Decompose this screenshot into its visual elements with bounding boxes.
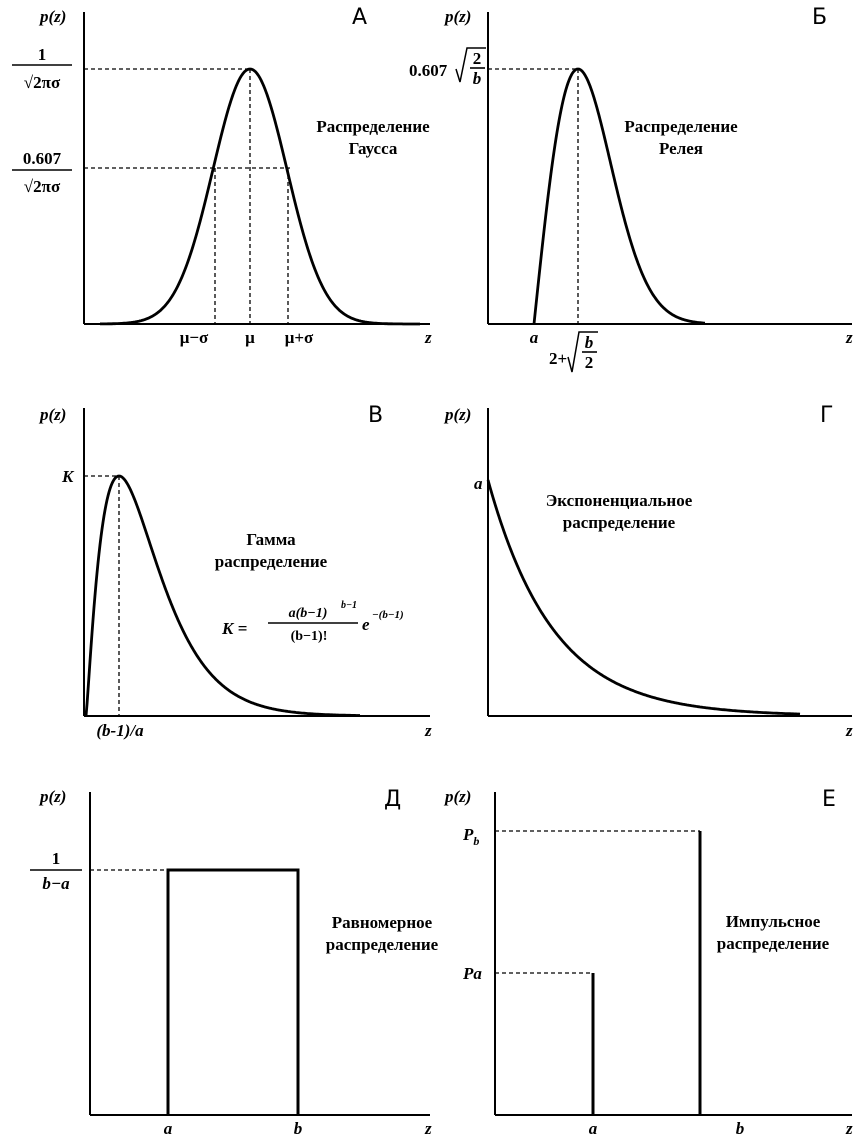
impulse-tick-b: b: [736, 1119, 745, 1136]
rayleigh-tick-frac-numerator: b: [585, 333, 594, 352]
uniform-tick-a: a: [164, 1119, 173, 1136]
gauss-axis-y-label: p(z): [38, 7, 66, 26]
impulse-axis-y-label: p(z): [443, 787, 471, 806]
uniform-axis-y-label: p(z): [38, 787, 66, 806]
gamma-formula-numerator-exponent: b−1: [341, 600, 357, 611]
exp-axis-y-label: p(z): [443, 405, 471, 424]
gamma-panel-letter: В: [368, 403, 383, 428]
panel-impulse: p(z) Е z Pb Pa Импульсное распределение …: [443, 787, 853, 1136]
rayleigh-axis-y-label: p(z): [443, 7, 471, 26]
uniform-level-denominator: b−a: [42, 874, 70, 893]
impulse-pa-label: Pa: [462, 964, 482, 983]
panel-uniform: p(z) Д z 1 b−a Равномерное распределение…: [30, 787, 439, 1136]
rayleigh-title-line-1: Распределение: [624, 117, 738, 136]
uniform-title-line-1: Равномерное: [332, 913, 433, 932]
gauss-tick-mu-minus-sigma: μ−σ: [180, 328, 209, 347]
gauss-peak-numerator: 1: [38, 45, 47, 64]
panel-gauss: p(z) А z 1 √2πσ 0.607 √2πσ Распределение…: [12, 5, 432, 347]
uniform-title-line-2: распределение: [326, 935, 439, 954]
rayleigh-peak-frac-denominator: b: [473, 69, 482, 88]
impulse-panel-letter: Е: [822, 787, 836, 812]
exp-title-line-1: Экспоненциальное: [546, 491, 693, 510]
gamma-title-line-2: распределение: [215, 552, 328, 571]
gauss-level-denominator: √2πσ: [24, 177, 61, 196]
impulse-axis-x-label: z: [845, 1119, 853, 1136]
uniform-axis-x-label: z: [424, 1119, 432, 1136]
gamma-peak-label: K: [61, 467, 75, 486]
gamma-curve: [84, 474, 361, 717]
exp-title-line-2: распределение: [563, 513, 676, 532]
gamma-tick-label: (b-1)/a: [96, 721, 144, 740]
panel-exponential: p(z) Г z a Экспоненциальное распределени…: [443, 403, 853, 740]
gauss-axis-x-label: z: [424, 328, 432, 347]
impulse-tick-a: a: [589, 1119, 598, 1136]
rayleigh-curve: [532, 67, 706, 325]
gamma-title-line-1: Гамма: [246, 530, 296, 549]
rayleigh-peak-frac-numerator: 2: [473, 49, 482, 68]
gamma-formula-e: e: [362, 615, 370, 634]
gauss-peak-denominator: √2πσ: [24, 73, 61, 92]
rayleigh-panel-letter: Б: [812, 5, 827, 30]
rayleigh-title-line-2: Релея: [659, 139, 703, 158]
rayleigh-peak-sqrt-sign: [455, 47, 486, 83]
gamma-formula-numerator: a(b−1): [289, 606, 328, 621]
gamma-formula-e-exponent: −(b−1): [372, 609, 404, 621]
impulse-pb-label: Pb: [462, 825, 479, 848]
rayleigh-tick-frac-denominator: 2: [585, 353, 594, 372]
uniform-panel-letter: Д: [384, 787, 401, 812]
exp-panel-letter: Г: [820, 403, 833, 428]
impulse-title-line-2: распределение: [717, 934, 830, 953]
gauss-title-line-1: Распределение: [316, 117, 430, 136]
panel-rayleigh: p(z) Б z 0.607 2 b Распределение Релея a…: [409, 5, 853, 373]
gauss-title-line-2: Гаусса: [349, 139, 398, 158]
exp-y-intercept-label: a: [474, 474, 483, 493]
gauss-tick-mu-plus-sigma: μ+σ: [285, 328, 314, 347]
impulse-pb-letter: P: [462, 825, 474, 844]
rayleigh-peak-coefficient: 0.607: [409, 61, 448, 80]
exp-curve: [486, 479, 801, 716]
rayleigh-tick-a: a: [530, 328, 539, 347]
gauss-level-numerator: 0.607: [23, 149, 62, 168]
gamma-axis-y-label: p(z): [38, 405, 66, 424]
gauss-panel-letter: А: [352, 5, 367, 30]
gamma-formula-denominator: (b−1)!: [291, 629, 328, 644]
uniform-rectangle: [166, 868, 300, 1115]
impulse-title-line-1: Импульсное: [726, 912, 821, 931]
rayleigh-tick-sqrt-sign: [567, 331, 598, 373]
rayleigh-tick-peak-prefix: 2+: [549, 349, 567, 368]
impulse-pb-subscript: b: [473, 834, 479, 848]
panel-gamma: p(z) В z K Гамма распределение (b-1)/a K…: [38, 403, 432, 740]
gauss-curve: [99, 67, 421, 326]
gamma-formula-lhs: K =: [221, 619, 247, 638]
uniform-tick-b: b: [294, 1119, 303, 1136]
uniform-level-numerator: 1: [52, 849, 61, 868]
gauss-tick-mu: μ: [245, 328, 255, 347]
exp-axis-x-label: z: [845, 721, 853, 740]
rayleigh-axis-x-label: z: [845, 328, 853, 347]
gamma-axis-x-label: z: [424, 721, 432, 740]
